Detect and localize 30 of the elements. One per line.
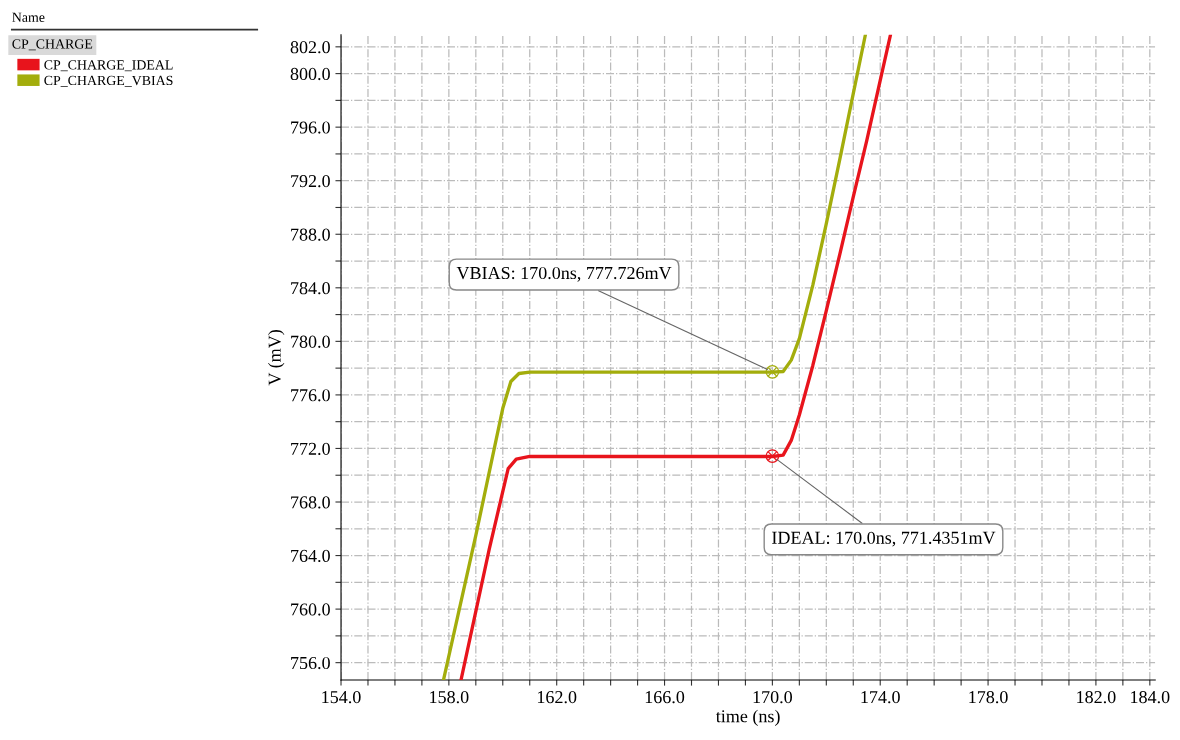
y-tick-label: 756.0 bbox=[291, 656, 330, 670]
y-axis-title: V (mV) bbox=[268, 330, 285, 386]
y-tick-label: 784.0 bbox=[291, 282, 330, 295]
x-tick-label: 184.0 bbox=[1131, 691, 1170, 704]
y-tick-label: 788.0 bbox=[291, 228, 330, 241]
x-axis-title: time (ns) bbox=[715, 709, 780, 726]
x-tick-label: 166.0 bbox=[645, 691, 685, 704]
annotation: IDEAL: 170.0ns, 771.4351mV bbox=[772, 531, 996, 547]
y-tick-label: 800.0 bbox=[290, 67, 330, 81]
y-tick-label: 802.0 bbox=[290, 41, 330, 54]
x-tick-label: 182.0 bbox=[1077, 691, 1116, 704]
annotation: VBIAS: 170.0ns, 777.726mV bbox=[456, 266, 672, 282]
legend-title: CP_CHARGE bbox=[12, 39, 93, 51]
x-tick-label: 162.0 bbox=[537, 691, 577, 704]
x-tick-label: 154.0 bbox=[322, 691, 361, 704]
text: Name bbox=[12, 12, 45, 22]
y-tick-label: 780.0 bbox=[291, 335, 330, 348]
x-tick-label: 170.0 bbox=[753, 691, 793, 704]
legend-label: CP_CHARGE_IDEAL bbox=[44, 60, 173, 72]
x-tick-label: 178.0 bbox=[969, 691, 1008, 704]
y-tick-label: 776.0 bbox=[291, 389, 330, 402]
y-tick-label: 764.0 bbox=[291, 549, 330, 563]
x-tick-label: 174.0 bbox=[861, 691, 900, 704]
y-tick-label: 792.0 bbox=[291, 174, 330, 188]
y-tick-label: 796.0 bbox=[291, 121, 330, 134]
y-tick-label: 768.0 bbox=[291, 496, 330, 509]
legend-label: CP_CHARGE_VBIAS bbox=[44, 75, 173, 87]
y-tick-label: 760.0 bbox=[291, 603, 330, 616]
y-tick-label: 772.0 bbox=[291, 442, 330, 455]
x-tick-label: 158.0 bbox=[430, 691, 469, 704]
